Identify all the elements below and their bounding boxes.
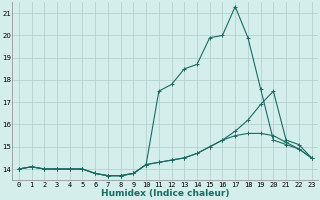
X-axis label: Humidex (Indice chaleur): Humidex (Indice chaleur) (101, 189, 229, 198)
